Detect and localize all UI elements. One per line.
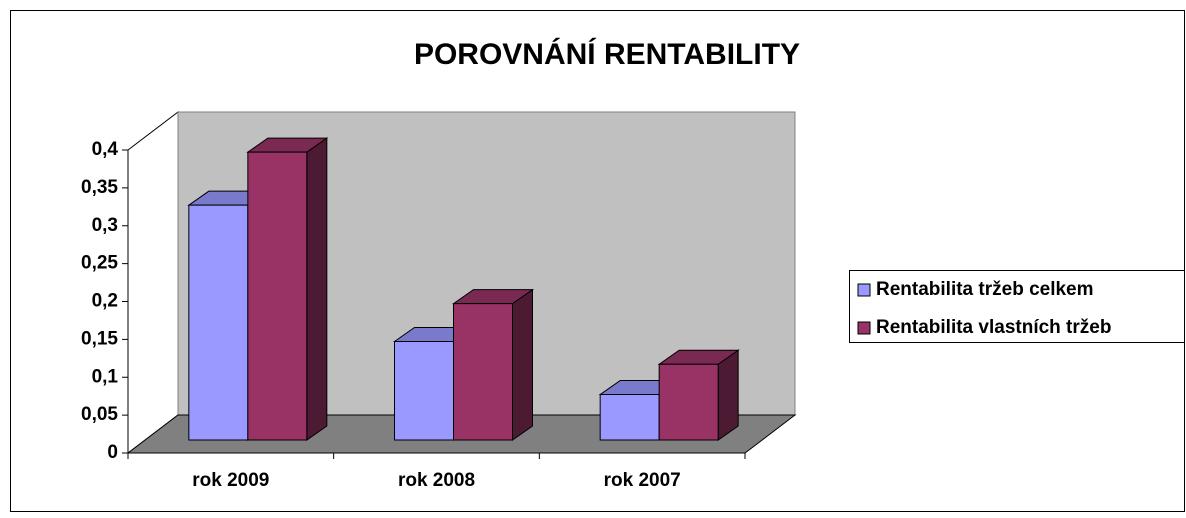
bar	[246, 137, 329, 441]
bar-front	[188, 204, 249, 441]
y-tick-label: 0,4	[92, 139, 119, 160]
x-tick-label: rok 2009	[192, 470, 269, 491]
bar-front	[394, 341, 454, 441]
y-tick-label: 0,2	[92, 291, 118, 312]
x-tick-label: rok 2008	[398, 470, 475, 491]
y-tick-label: 0	[107, 442, 118, 463]
legend-box	[849, 270, 1185, 343]
x-tick-label: rok 2007	[604, 470, 681, 491]
chart-title: POROVNÁNÍ RENTABILITY	[414, 37, 800, 71]
y-tick-label: 0,3	[92, 215, 118, 236]
legend-label: Rentabilita vlastních tržeb	[876, 317, 1111, 338]
bar	[451, 288, 535, 441]
y-tick-label: 0,05	[81, 404, 118, 425]
bar-side	[306, 137, 328, 441]
y-tick-label: 0,25	[81, 253, 118, 274]
bar-front	[247, 151, 308, 441]
bar-front	[599, 394, 660, 441]
legend-label: Rentabilita tržeb celkem	[876, 279, 1094, 300]
side-wall	[127, 110, 179, 455]
bar-front	[453, 303, 513, 441]
legend-swatch	[857, 283, 871, 297]
bar-front	[658, 363, 719, 441]
y-tick-label: 0,15	[81, 328, 118, 349]
bar-side	[512, 288, 533, 441]
y-tick-label: 0,1	[92, 366, 119, 387]
legend-swatch	[857, 321, 871, 335]
bar	[657, 349, 740, 441]
bar-side	[717, 349, 739, 441]
y-tick-label: 0,35	[81, 177, 118, 198]
